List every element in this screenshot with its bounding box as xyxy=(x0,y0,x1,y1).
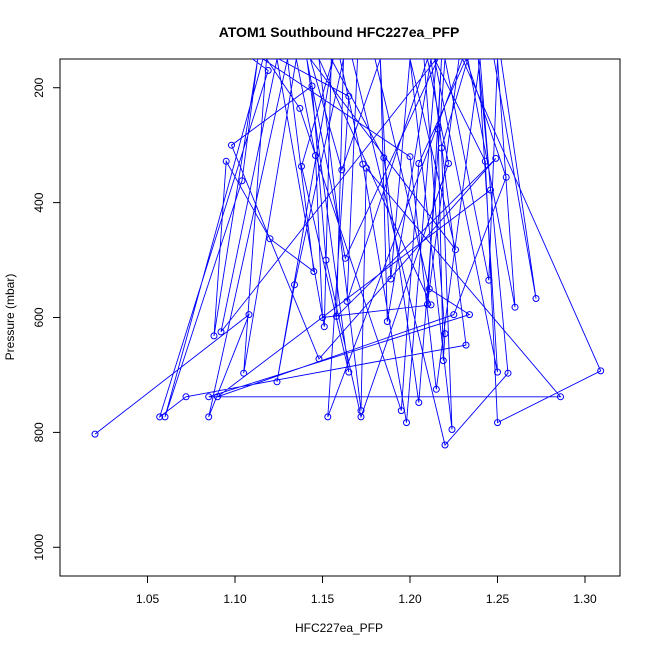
data-point xyxy=(264,67,272,74)
data-point xyxy=(532,295,540,302)
data-point xyxy=(320,323,328,331)
data-point xyxy=(485,276,493,284)
data-point xyxy=(338,166,346,174)
data-point xyxy=(161,413,169,421)
data-point xyxy=(397,407,405,415)
y-axis-label: Pressure (mbar) xyxy=(3,274,17,361)
data-point xyxy=(266,235,274,243)
data-point xyxy=(450,311,458,319)
data-point xyxy=(312,152,319,159)
y-tick-label: 400 xyxy=(32,192,46,212)
data-point xyxy=(441,330,449,338)
data-point xyxy=(425,285,433,293)
data-point xyxy=(214,393,221,401)
data-point xyxy=(345,368,353,376)
data-point xyxy=(322,256,330,264)
data-point xyxy=(357,413,365,421)
data-point xyxy=(222,157,230,165)
x-tick-label: 1.30 xyxy=(573,592,597,606)
data-point xyxy=(91,430,99,438)
plot-frame xyxy=(59,58,621,577)
y-tick-label: 800 xyxy=(32,422,46,442)
data-point xyxy=(210,332,218,340)
data-point xyxy=(333,312,340,320)
data-point xyxy=(445,160,452,167)
x-tick-label: 1.05 xyxy=(136,592,160,606)
data-point xyxy=(406,153,414,161)
data-point xyxy=(487,186,494,194)
data-point xyxy=(424,300,431,308)
data-point xyxy=(380,154,388,162)
data-point xyxy=(415,399,423,406)
x-tick-label: 1.20 xyxy=(398,592,422,606)
data-point xyxy=(462,341,470,349)
y-axis: 200 400 600 800 1000 xyxy=(32,77,60,561)
data-point xyxy=(452,246,459,254)
data-point xyxy=(383,318,391,325)
data-point xyxy=(441,441,449,449)
data-point xyxy=(345,92,353,100)
data-point xyxy=(240,369,248,377)
x-tick-label: 1.10 xyxy=(223,592,247,606)
data-point xyxy=(310,268,318,275)
data-point xyxy=(466,311,473,319)
y-tick-label: 200 xyxy=(32,77,46,97)
x-tick-label: 1.25 xyxy=(486,592,510,606)
data-point xyxy=(502,173,510,181)
data-point xyxy=(494,419,501,427)
data-point xyxy=(492,154,500,162)
data-point xyxy=(324,413,332,421)
data-point xyxy=(205,393,213,401)
data-point xyxy=(439,357,447,365)
data-point xyxy=(494,368,501,376)
data-point xyxy=(315,355,323,363)
data-point xyxy=(319,314,326,321)
data-point xyxy=(511,303,519,311)
data-point xyxy=(245,311,253,319)
x-axis-label: HFC227ea_PFP xyxy=(295,621,383,635)
data-point xyxy=(341,254,349,262)
data-point xyxy=(343,297,351,305)
data-point xyxy=(238,177,246,185)
data-point xyxy=(415,160,423,167)
data-point xyxy=(432,385,440,393)
data-point xyxy=(359,160,367,168)
data-point xyxy=(557,393,564,401)
data-point xyxy=(504,369,512,377)
data-point xyxy=(308,82,316,90)
data-point xyxy=(182,393,190,401)
y-tick-label: 1000 xyxy=(32,534,46,561)
data-point xyxy=(403,419,410,427)
data-point xyxy=(481,157,489,165)
data-point xyxy=(434,125,442,133)
data-point xyxy=(298,162,305,170)
data-point xyxy=(296,104,304,112)
x-axis: 1.05 1.10 1.15 1.20 1.25 1.30 xyxy=(136,576,597,606)
data-point xyxy=(362,164,370,172)
x-tick-label: 1.15 xyxy=(311,592,335,606)
data-point xyxy=(228,141,235,149)
data-point xyxy=(273,378,281,386)
chart-title: ATOM1 Southbound HFC227ea_PFP xyxy=(219,24,460,40)
data-point xyxy=(448,426,456,433)
data-point xyxy=(156,413,164,421)
series-line xyxy=(94,59,602,446)
data-point xyxy=(291,281,298,289)
data-point xyxy=(427,301,435,309)
data-point xyxy=(438,144,445,152)
data-point xyxy=(387,275,395,283)
y-tick-label: 600 xyxy=(32,307,46,327)
series-layer xyxy=(91,59,605,449)
data-point xyxy=(597,367,605,375)
data-point xyxy=(217,328,225,336)
data-point xyxy=(205,413,213,421)
